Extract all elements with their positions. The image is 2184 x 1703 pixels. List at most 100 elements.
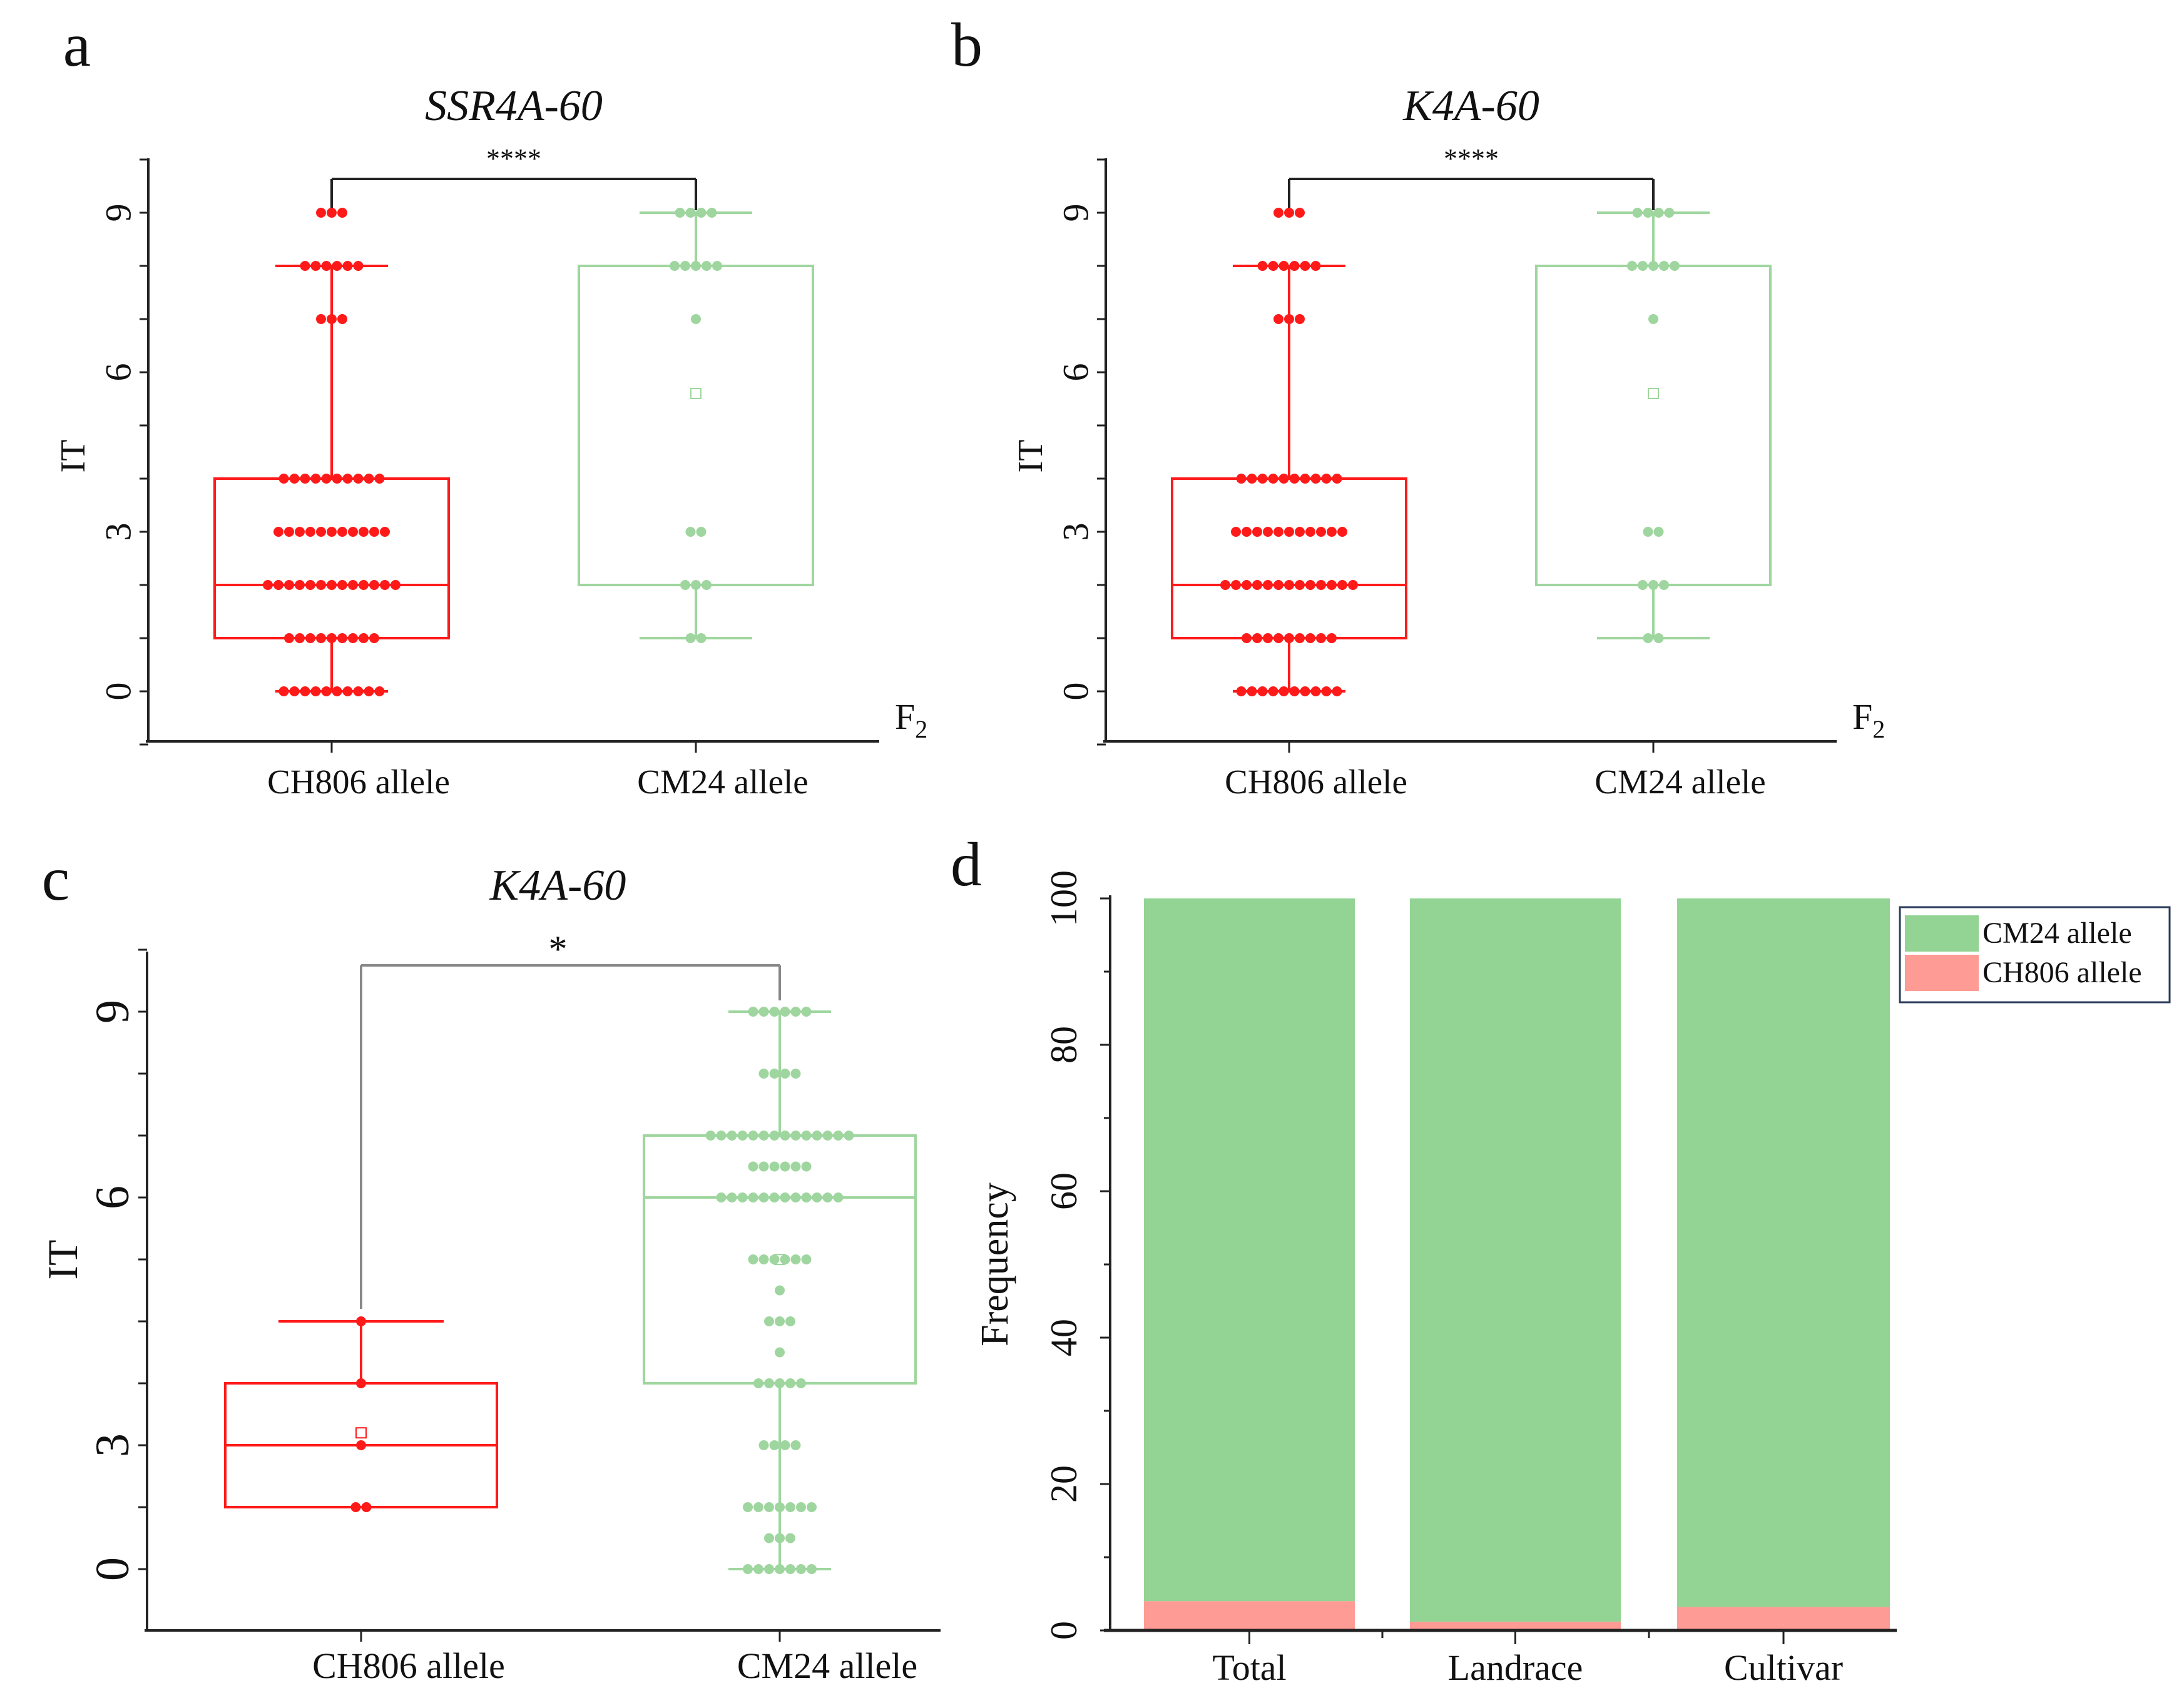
data-point [364, 686, 374, 696]
data-point [1305, 633, 1315, 643]
data-point [691, 261, 701, 271]
data-point [790, 1007, 801, 1017]
data-point [758, 1192, 769, 1202]
data-point [833, 1131, 844, 1141]
data-point [1653, 208, 1664, 218]
data-point [263, 580, 273, 590]
x-category-label: CM24 allele [737, 1645, 917, 1686]
data-point [753, 1502, 763, 1512]
chart-title: K4A-60 [489, 862, 626, 910]
y-tick-label: 0 [86, 1557, 139, 1581]
data-point [758, 1069, 769, 1079]
data-point [348, 580, 358, 590]
data-point [780, 1254, 790, 1264]
data-point [743, 1502, 753, 1512]
data-point [284, 527, 294, 537]
bar-landrace-cm24 [1410, 898, 1621, 1622]
data-point [780, 1131, 790, 1141]
data-point [785, 1564, 795, 1574]
data-point [278, 474, 289, 484]
data-point [801, 1254, 812, 1264]
data-point [696, 208, 707, 218]
data-point [769, 1161, 780, 1172]
data-point [796, 1378, 806, 1388]
data-point [1252, 527, 1262, 537]
data-point [316, 633, 326, 643]
y-axis-label: Frequency [974, 1182, 1016, 1346]
data-point [356, 1440, 366, 1450]
data-point [680, 580, 690, 590]
data-point [1257, 686, 1268, 696]
data-point [1327, 580, 1337, 590]
data-point [822, 1192, 833, 1202]
data-point [1300, 686, 1310, 696]
data-point [1257, 261, 1268, 271]
data-point [1316, 527, 1326, 537]
data-point [1273, 633, 1283, 643]
data-point [305, 527, 315, 537]
y-tick-label: 9 [86, 1000, 139, 1024]
data-point [670, 261, 680, 271]
data-point [790, 1254, 801, 1264]
data-point [1242, 527, 1252, 537]
data-point [1220, 580, 1230, 590]
data-point [780, 1161, 790, 1172]
data-point [369, 580, 379, 590]
data-point [775, 1533, 785, 1543]
data-point [727, 1192, 737, 1202]
data-point [748, 1131, 758, 1141]
data-point [1295, 527, 1305, 537]
bar-cultivar-cm24 [1677, 898, 1890, 1607]
data-point [716, 1131, 727, 1141]
data-point [1664, 208, 1675, 218]
data-point [1653, 633, 1664, 643]
data-point [801, 1161, 812, 1172]
data-point [775, 1347, 785, 1358]
legend-swatch [1905, 955, 1979, 991]
data-point [780, 1007, 790, 1017]
panel-c: c K4A-60 * 0 3 6 9 IT CH806 allele CM24 allele [39, 844, 941, 1686]
y-tick-label: 3 [98, 523, 139, 541]
data-point [327, 633, 337, 643]
x-category-label: CH806 allele [312, 1645, 505, 1686]
y-tick-label: 40 [1043, 1319, 1084, 1356]
data-point [1332, 474, 1342, 484]
data-point [364, 474, 374, 484]
data-point [1257, 474, 1268, 484]
data-point [332, 686, 342, 696]
y-tick-label: 60 [1043, 1172, 1084, 1210]
data-point [764, 1378, 774, 1388]
data-point [691, 314, 701, 324]
data-point [785, 1533, 795, 1543]
legend-swatch [1905, 915, 1979, 952]
y-tick-label: 80 [1043, 1026, 1084, 1064]
data-point [327, 314, 337, 324]
data-point [1648, 261, 1658, 271]
data-point [769, 1192, 780, 1202]
data-point [353, 261, 364, 271]
x-category-label: Total [1212, 1647, 1286, 1688]
data-point [1236, 474, 1247, 484]
data-point [705, 1131, 716, 1141]
data-point [337, 633, 347, 643]
significance-label: **** [486, 143, 541, 174]
data-point [775, 1502, 785, 1512]
data-point [764, 1502, 774, 1512]
bar-landrace-ch806 [1410, 1621, 1621, 1630]
data-point [748, 1254, 758, 1264]
data-point [1653, 527, 1664, 537]
data-point [796, 1502, 806, 1512]
data-point [1263, 580, 1273, 590]
data-point [278, 686, 289, 696]
data-point [359, 633, 369, 643]
data-point [1278, 474, 1289, 484]
data-point [1284, 314, 1294, 324]
data-point [758, 1161, 769, 1172]
x-category-label: CH806 allele [267, 763, 450, 801]
data-point [1648, 314, 1658, 324]
data-point [780, 1192, 790, 1202]
data-point [342, 474, 353, 484]
data-point [1295, 580, 1305, 590]
y-tick-label: 20 [1043, 1465, 1084, 1503]
population-label: F2 [1852, 696, 1885, 743]
